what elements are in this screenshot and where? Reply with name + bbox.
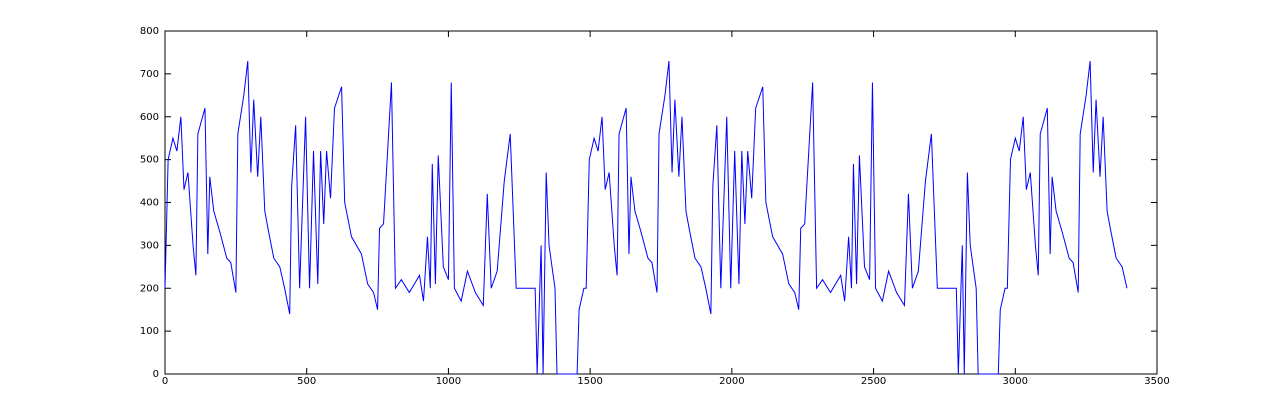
- y-tick-label: 500: [140, 155, 159, 166]
- x-tick-label: 1500: [577, 376, 602, 387]
- y-tick-label: 200: [140, 283, 159, 294]
- y-tick-label: 100: [140, 326, 159, 337]
- y-tick-label: 800: [140, 26, 159, 37]
- y-tick-label: 600: [140, 112, 159, 123]
- y-tick-label: 700: [140, 69, 159, 80]
- x-tick-label: 3000: [1003, 376, 1028, 387]
- x-tick-label: 3500: [1144, 376, 1169, 387]
- x-tick-label: 2000: [719, 376, 744, 387]
- x-tick-label: 1000: [436, 376, 461, 387]
- x-tick-label: 0: [162, 376, 168, 387]
- y-tick-label: 0: [153, 369, 159, 380]
- axes-box: [164, 30, 1158, 375]
- x-tick-label: 500: [297, 376, 316, 387]
- y-tick-label: 300: [140, 240, 159, 251]
- y-tick-label: 400: [140, 198, 159, 209]
- data-line: [164, 60, 1128, 375]
- x-tick-label: 2500: [861, 376, 886, 387]
